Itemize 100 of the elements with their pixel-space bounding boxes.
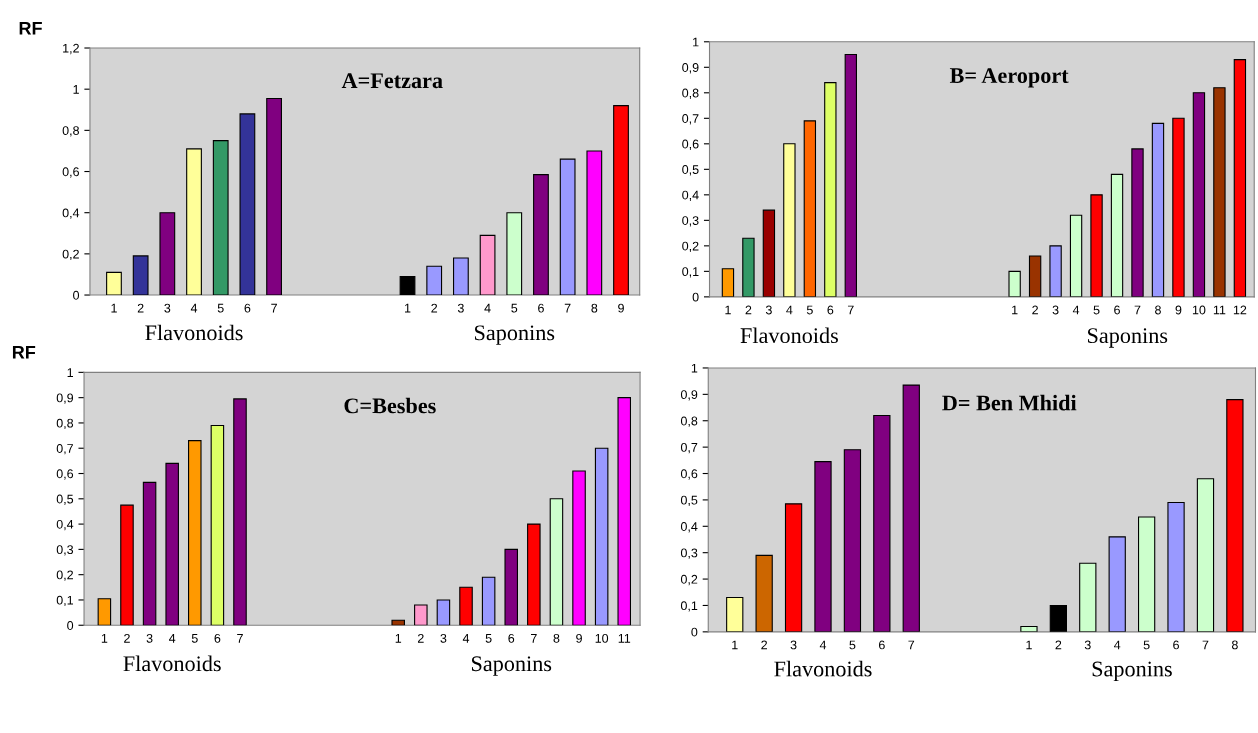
bar bbox=[1151, 122, 1165, 297]
x-tick-label: 5 bbox=[191, 634, 198, 643]
y-tick-label: 0,6 bbox=[680, 469, 698, 480]
x-tick-label: 10 bbox=[1192, 305, 1206, 315]
x-tick-label: 1 bbox=[1026, 640, 1032, 650]
bar bbox=[902, 384, 920, 632]
y-tick-label: 0,8 bbox=[56, 418, 74, 430]
y-tick-label: 0,5 bbox=[682, 165, 699, 176]
x-tick-label: 3 bbox=[765, 305, 772, 315]
y-tick-label: 0 bbox=[691, 627, 698, 637]
bar bbox=[399, 275, 416, 296]
x-tick-label: 2 bbox=[417, 633, 424, 643]
y-tick-label: 1 bbox=[67, 368, 74, 377]
bar bbox=[459, 586, 473, 626]
y-tick-label: 0,5 bbox=[680, 495, 698, 507]
x-tick-label: 12 bbox=[1233, 305, 1247, 315]
x-tick-label: 7 bbox=[1202, 640, 1209, 650]
x-tick-label: 3 bbox=[164, 303, 171, 313]
bar bbox=[1226, 399, 1244, 632]
y-tick-label: 0,6 bbox=[56, 469, 74, 480]
x-tick-label: 6 bbox=[508, 633, 515, 643]
bar bbox=[1172, 117, 1185, 297]
y-tick-label: 0 bbox=[67, 621, 74, 630]
x-tick-label: 1 bbox=[395, 634, 402, 643]
y-tick-label: 0,2 bbox=[62, 249, 79, 260]
x-tick-label: 1 bbox=[405, 303, 411, 313]
y-tick-label: 0,6 bbox=[682, 139, 699, 150]
x-tick-label: 2 bbox=[137, 303, 144, 313]
x-tick-label: 8 bbox=[553, 633, 560, 643]
y-tick-label: 0,2 bbox=[56, 570, 73, 581]
y-tick-label: 1 bbox=[691, 363, 698, 373]
bar bbox=[527, 523, 541, 626]
y-axis-title: RF bbox=[12, 346, 36, 359]
x-tick-label: 7 bbox=[908, 640, 915, 650]
x-tick-label: 6 bbox=[1173, 640, 1179, 650]
bar bbox=[1049, 245, 1062, 297]
bar bbox=[132, 255, 149, 296]
series-label: Flavonoids bbox=[740, 327, 838, 344]
bar bbox=[843, 449, 862, 632]
x-tick-label: 1 bbox=[732, 640, 738, 650]
x-tick-label: 7 bbox=[564, 303, 571, 313]
bar bbox=[481, 576, 496, 626]
y-tick-label: 0,2 bbox=[680, 574, 698, 586]
bar bbox=[142, 481, 157, 626]
bar bbox=[844, 53, 857, 297]
y-tick-label: 0,6 bbox=[62, 167, 79, 178]
y-tick-label: 0,9 bbox=[682, 63, 699, 74]
x-tick-label: 6 bbox=[244, 303, 251, 313]
bar bbox=[594, 447, 609, 626]
x-tick-label: 5 bbox=[511, 303, 518, 313]
x-tick-label: 2 bbox=[124, 633, 130, 643]
x-tick-label: 5 bbox=[849, 640, 856, 650]
x-tick-label: 1 bbox=[1012, 305, 1018, 315]
y-tick-label: 0,4 bbox=[62, 208, 80, 219]
y-tick-label: 0,7 bbox=[680, 442, 698, 454]
y-tick-label: 1,2 bbox=[63, 43, 79, 55]
x-tick-label: 5 bbox=[485, 634, 492, 643]
bar bbox=[186, 148, 202, 296]
x-tick-label: 7 bbox=[237, 634, 243, 643]
x-tick-label: 4 bbox=[819, 640, 827, 650]
bar bbox=[742, 237, 755, 297]
y-tick-label: 0,4 bbox=[680, 522, 698, 533]
series-label: Saponins bbox=[1092, 661, 1172, 682]
bar bbox=[210, 424, 225, 626]
x-tick-label: 6 bbox=[538, 303, 544, 313]
bar bbox=[1069, 214, 1083, 297]
bar bbox=[1090, 194, 1103, 297]
bar bbox=[436, 599, 451, 626]
y-tick-label: 0,1 bbox=[56, 595, 74, 607]
bar bbox=[873, 414, 891, 632]
y-tick-label: 1 bbox=[73, 85, 79, 94]
x-tick-label: 2 bbox=[431, 303, 438, 313]
x-tick-label: 3 bbox=[146, 633, 153, 643]
x-tick-label: 3 bbox=[1052, 305, 1059, 315]
x-tick-label: 4 bbox=[190, 303, 198, 313]
x-tick-label: 1 bbox=[725, 305, 731, 315]
x-tick-label: 3 bbox=[790, 640, 797, 650]
y-tick-label: 0,9 bbox=[56, 393, 74, 404]
y-tick-label: 0 bbox=[73, 290, 80, 300]
x-tick-label: 6 bbox=[879, 640, 885, 650]
bar bbox=[120, 504, 134, 626]
y-tick-label: 0,4 bbox=[56, 519, 74, 531]
x-tick-label: 2 bbox=[1032, 305, 1038, 315]
bar bbox=[1233, 59, 1247, 297]
bar bbox=[613, 105, 629, 296]
x-tick-label: 9 bbox=[576, 633, 582, 643]
bar bbox=[1079, 562, 1097, 632]
y-tick-label: 0,7 bbox=[682, 114, 699, 125]
y-tick-label: 0,1 bbox=[680, 601, 698, 612]
bar bbox=[391, 619, 405, 626]
y-tick-label: 0,1 bbox=[682, 267, 699, 278]
text: C=Besbes bbox=[344, 397, 436, 414]
bar bbox=[1020, 626, 1038, 632]
x-tick-label: 5 bbox=[1143, 640, 1150, 650]
bar bbox=[814, 461, 832, 632]
bar bbox=[572, 470, 586, 626]
bar bbox=[212, 140, 229, 296]
y-tick-label: 0,3 bbox=[682, 216, 699, 227]
bar bbox=[586, 150, 603, 296]
bar bbox=[506, 212, 523, 296]
